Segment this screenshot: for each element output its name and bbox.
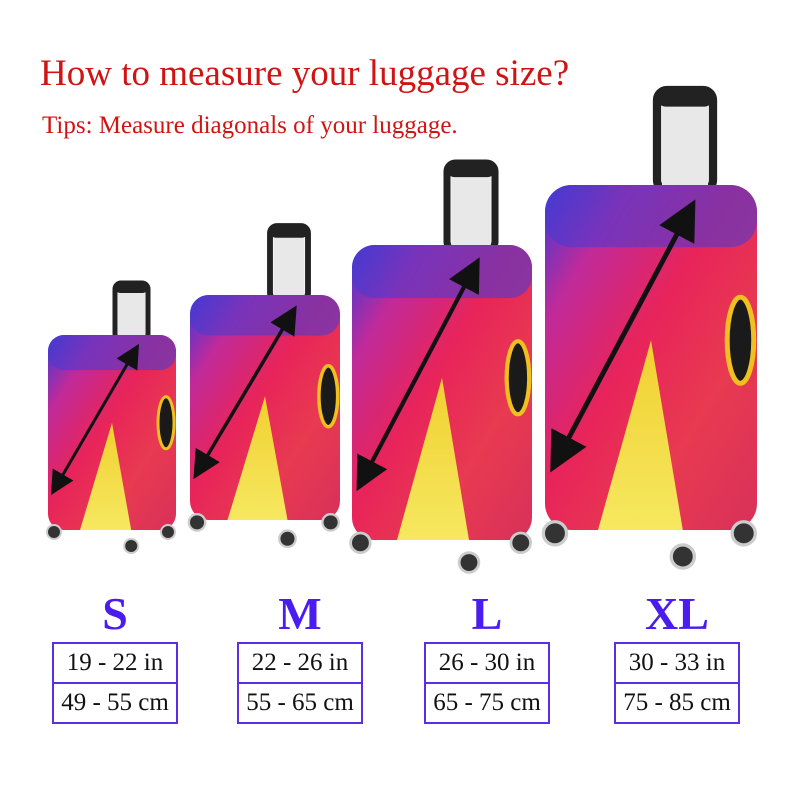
size-label: M: [278, 588, 322, 639]
wheel-icon: [278, 529, 297, 549]
size-table: 22 - 26 in 55 - 65 cm: [237, 642, 363, 724]
side-handle-opening: [156, 395, 176, 451]
handle-grip: [657, 90, 713, 107]
diagonal-arrow-icon: [550, 199, 696, 473]
handle-grip: [270, 226, 308, 238]
side-handle-opening: [724, 294, 757, 386]
blue-top-band: [190, 295, 340, 336]
wheel-icon: [123, 538, 140, 554]
diagonal-arrow-icon: [193, 305, 297, 480]
size-inches: 26 - 30 in: [438, 649, 536, 676]
side-handle-opening: [504, 339, 532, 417]
size-table: 19 - 22 in 49 - 55 cm: [52, 642, 178, 724]
size-s: S 19 - 22 in 49 - 55 cm: [52, 588, 178, 724]
wheel-icon: [160, 524, 176, 540]
wheel-icon: [730, 520, 757, 547]
tips-subtitle: Tips: Measure diagonals of your luggage.: [42, 112, 458, 139]
size-inches: 19 - 22 in: [66, 649, 164, 676]
size-label: XL: [645, 588, 709, 639]
blue-top-band: [352, 245, 532, 299]
diagonal-arrow-icon: [356, 257, 480, 492]
wheel-icon: [509, 531, 532, 555]
wheel-icon: [349, 531, 372, 555]
wheel-icon: [541, 520, 569, 547]
page-title: How to measure your luggage size?: [40, 53, 570, 94]
handle-grip: [115, 283, 148, 293]
size-m: M 22 - 26 in 55 - 65 cm: [237, 588, 363, 724]
wheel-icon: [46, 524, 62, 540]
wheel-icon: [187, 512, 207, 532]
size-cm: 49 - 55 cm: [54, 682, 176, 722]
size-cm: 65 - 75 cm: [426, 682, 548, 722]
size-table: 26 - 30 in 65 - 75 cm: [424, 642, 550, 724]
blue-top-band: [48, 335, 176, 371]
size-label: S: [102, 588, 128, 639]
wheel-icon: [321, 512, 340, 532]
wheel-icon: [457, 551, 481, 574]
side-handle-opening: [317, 364, 340, 429]
size-table: 30 - 33 in 75 - 85 cm: [614, 642, 740, 724]
wheel-icon: [669, 543, 697, 570]
size-inches: 22 - 26 in: [251, 649, 349, 676]
size-l: L 26 - 30 in 65 - 75 cm: [424, 588, 550, 724]
size-cm: 75 - 85 cm: [616, 682, 738, 722]
size-label: L: [471, 588, 503, 639]
size-cm: 55 - 65 cm: [239, 682, 361, 722]
size-xl: XL 30 - 33 in 75 - 85 cm: [614, 588, 740, 724]
diagonal-arrow-icon: [50, 343, 140, 496]
handle-grip: [447, 163, 495, 178]
blue-top-band: [545, 185, 757, 248]
size-inches: 30 - 33 in: [628, 649, 726, 676]
